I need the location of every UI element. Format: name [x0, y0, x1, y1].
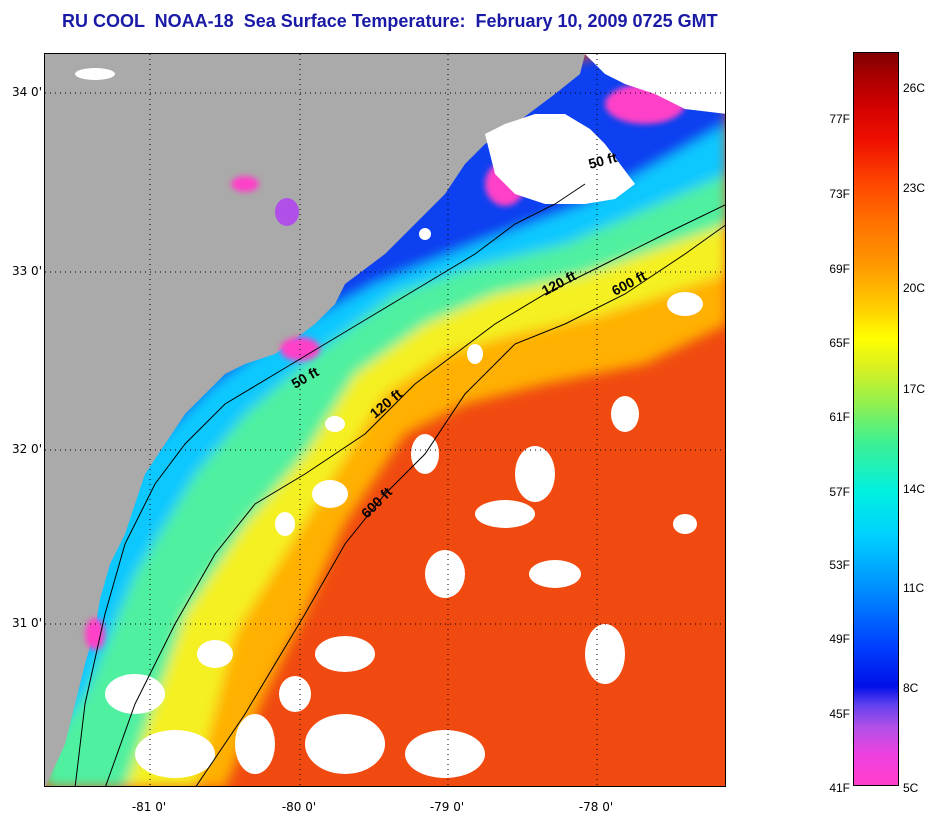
colorbar-f-label: 41F: [829, 781, 850, 795]
colorbar-f-label: 61F: [829, 410, 850, 424]
map-title: RU COOL NOAA-18 Sea Surface Temperature:…: [62, 11, 718, 31]
isobath-contours: [74, 183, 725, 786]
lat-tick-label: 32 0': [11, 442, 42, 456]
colorbar-f-label: 57F: [829, 485, 850, 499]
lat-tick-label: 33 0': [11, 264, 42, 278]
band-green: [45, 79, 725, 786]
graticule: [45, 54, 725, 786]
colorbar-f-label: 45F: [829, 707, 850, 721]
isobath-120ft: [105, 204, 725, 786]
isobath-50ft: [74, 183, 586, 786]
colorbar-f-label: 65F: [829, 336, 850, 350]
lon-tick-label: -80 0': [281, 800, 317, 814]
temperature-colorbar: [853, 52, 899, 786]
colorbar-c-label: 20C: [903, 281, 926, 295]
colorbar-c-label: 11C: [903, 581, 925, 595]
colorbar-f-label: 49F: [829, 632, 850, 646]
lat-tick-label: 34 0': [11, 85, 42, 99]
lat-tick-label: 31 0': [11, 616, 42, 630]
colorbar-c-label: 26C: [903, 81, 926, 95]
colorbar-f-label: 77F: [829, 112, 850, 126]
isobath-label: 50 ft: [587, 149, 619, 172]
land-mainland: [45, 54, 585, 786]
cold-patch: [231, 176, 259, 192]
band-cyan: [45, 74, 725, 754]
sst-map-canvas: 50 ft 120 ft 600 ft 50 ft 120 ft 600 ft: [45, 54, 725, 786]
band-blue: [45, 54, 725, 674]
lon-tick-label: -79 0': [429, 800, 465, 814]
cloud-cover: [75, 68, 703, 778]
lake-patch: [275, 198, 299, 226]
lon-tick-label: -81 0': [131, 800, 167, 814]
colorbar-f-label: 53F: [829, 558, 850, 572]
colorbar-c-label: 17C: [903, 382, 926, 396]
sst-map[interactable]: 50 ft 120 ft 600 ft 50 ft 120 ft 600 ft: [44, 53, 726, 787]
colorbar-f-label: 73F: [829, 187, 850, 201]
isobath-600ft: [195, 224, 725, 786]
colorbar-c-label: 8C: [903, 681, 919, 695]
lon-tick-label: -78 0': [578, 800, 614, 814]
colorbar-c-label: 14C: [903, 482, 926, 496]
cold-patch: [85, 618, 105, 650]
land-northeast: [585, 54, 725, 114]
colorbar-c-label: 23C: [903, 181, 926, 195]
colorbar-f-label: 69F: [829, 262, 850, 276]
colorbar-c-label: 5C: [903, 781, 919, 795]
land-cape: [485, 114, 635, 204]
